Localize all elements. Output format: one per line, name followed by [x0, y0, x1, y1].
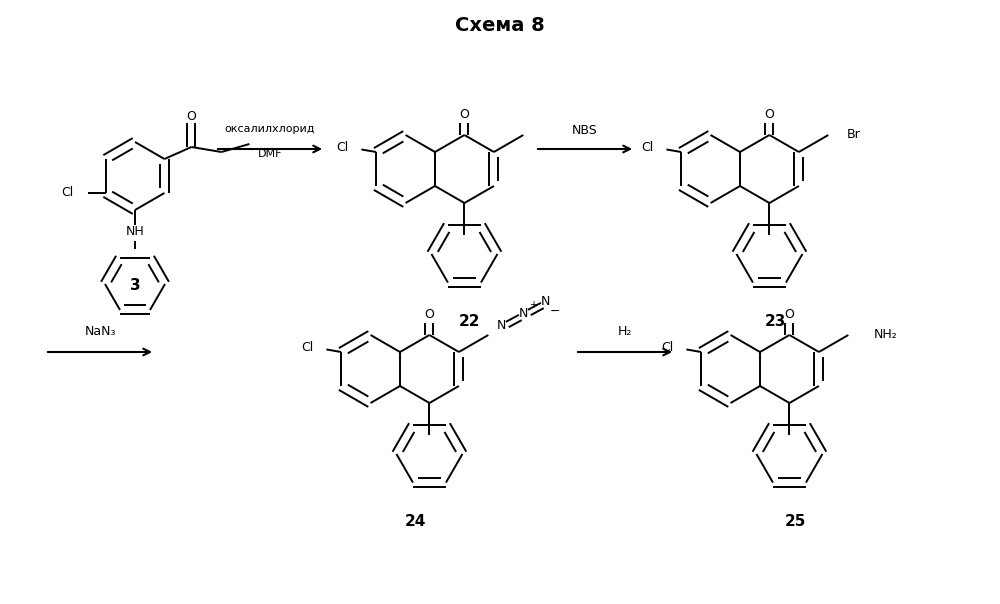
Text: O: O [187, 111, 196, 123]
Text: NH: NH [126, 225, 144, 239]
Text: 3: 3 [130, 278, 140, 294]
Text: 24: 24 [404, 513, 426, 528]
Text: O: O [785, 308, 794, 321]
Text: N: N [497, 319, 506, 332]
Text: 22: 22 [459, 313, 481, 329]
Text: Cl: Cl [301, 341, 313, 354]
Text: O: O [765, 108, 774, 121]
Text: −: − [550, 305, 561, 318]
Text: Cl: Cl [61, 187, 74, 199]
Text: N: N [519, 307, 528, 320]
Text: Br: Br [846, 129, 860, 141]
Text: оксалилхлорид: оксалилхлорид [225, 124, 315, 134]
Text: +: + [529, 301, 537, 310]
Text: 25: 25 [784, 513, 806, 528]
Text: O: O [460, 108, 469, 121]
Text: NH₂: NH₂ [873, 329, 897, 341]
Text: Cl: Cl [336, 141, 348, 154]
Text: N: N [541, 295, 550, 308]
Text: NBS: NBS [572, 124, 598, 138]
Text: Cl: Cl [641, 141, 653, 154]
Text: DMF: DMF [258, 149, 282, 159]
Text: NaN₃: NaN₃ [84, 326, 116, 338]
Text: H₂: H₂ [618, 326, 632, 338]
Text: Схема 8: Схема 8 [455, 16, 545, 36]
Text: O: O [425, 308, 434, 321]
Text: Cl: Cl [661, 341, 673, 354]
Text: 23: 23 [764, 313, 786, 329]
